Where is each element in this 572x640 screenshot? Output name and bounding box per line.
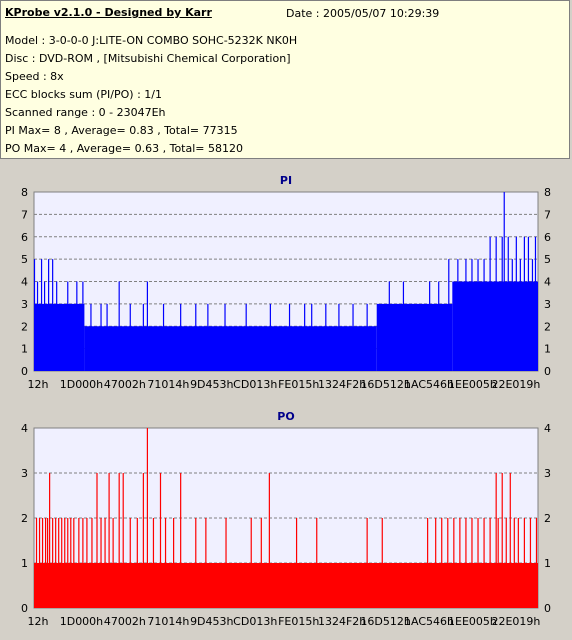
pi-y-tick-right: 3 xyxy=(544,298,551,311)
pi-chart: PI 0 0 1 1 2 2 3 3 4 4 5 5 6 6 7 7 8 8 12h 1D000h 47002h 71014… xyxy=(21,174,551,391)
po-y-tick-right: 2 xyxy=(544,512,551,525)
pi-x-tick-label: 1AC546h xyxy=(404,378,454,391)
pi-x-tick-label: 12h xyxy=(28,378,49,391)
po-summary-line: PO Max= 4 , Average= 0.63 , Total= 58120 xyxy=(5,142,243,155)
pi-y-tick-right: 8 xyxy=(544,186,551,199)
pi-chart-panel: PI 0 0 1 1 2 2 3 3 4 4 5 5 6 6 7 7 8 8 12h 1D000h 47002h 71014… xyxy=(0,164,572,394)
app-title: KProbe v2.1.0 - Designed by Karr xyxy=(5,6,212,19)
po-chart-title: PO xyxy=(277,410,294,423)
pi-x-tick-label: 47002h xyxy=(104,378,146,391)
pi-x-tick-label: CD013h xyxy=(233,378,277,391)
po-x-tick-label: FE015h xyxy=(278,615,319,628)
pi-base-bars xyxy=(452,281,538,371)
pi-y-tick-left: 0 xyxy=(21,365,28,378)
po-x-tick-label: 22E019h xyxy=(491,615,540,628)
po-chart: PO 0 0 1 1 2 2 3 3 4 4 12h 1D000h 47002h 71014h 9D453h C… xyxy=(21,410,551,628)
pi-y-tick-right: 6 xyxy=(544,231,551,244)
pi-base-bars xyxy=(34,303,85,371)
disc-line: Disc : DVD-ROM , [Mitsubishi Chemical Co… xyxy=(5,52,291,65)
pi-x-tick-label: FE015h xyxy=(278,378,319,391)
po-y-tick-left: 3 xyxy=(21,467,28,480)
pi-x-tick-label: 22E019h xyxy=(491,378,540,391)
po-x-tick-label: 71014h xyxy=(147,615,189,628)
pi-y-tick-left: 2 xyxy=(21,320,28,333)
pi-x-tick-label: 71014h xyxy=(147,378,189,391)
pi-y-tick-left: 8 xyxy=(21,186,28,199)
pi-y-tick-left: 5 xyxy=(21,253,28,266)
po-x-tick-label: 9D453h xyxy=(190,615,233,628)
pi-x-tick-label: 9D453h xyxy=(190,378,233,391)
pi-y-tick-right: 7 xyxy=(544,208,551,221)
ecc-line: ECC blocks sum (PI/PO) : 1/1 xyxy=(5,88,162,101)
pi-y-tick-left: 3 xyxy=(21,298,28,311)
po-chart-panel: PO 0 0 1 1 2 2 3 3 4 4 12h 1D000h 47002h 71014h 9D453h C… xyxy=(0,400,572,636)
pi-y-tick-left: 7 xyxy=(21,208,28,221)
pi-x-tick-label: 1324F2h xyxy=(318,378,366,391)
po-x-tick-label: 1EE005h xyxy=(448,615,497,628)
po-x-tick-label: 1AC546h xyxy=(404,615,454,628)
po-y-tick-left: 1 xyxy=(21,557,28,570)
po-y-tick-right: 4 xyxy=(544,422,551,435)
pi-y-tick-right: 1 xyxy=(544,343,551,356)
scan-date: Date : 2005/05/07 10:29:39 xyxy=(286,7,440,20)
po-x-tick-label: 12h xyxy=(28,615,49,628)
po-x-tick-label: 1324F2h xyxy=(318,615,366,628)
pi-x-tick-label: 1D000h xyxy=(60,378,103,391)
pi-y-tick-right: 5 xyxy=(544,253,551,266)
info-panel: KProbe v2.1.0 - Designed by Karr Date : … xyxy=(0,0,570,159)
po-x-tick-label: 16D512h xyxy=(360,615,410,628)
po-x-tick-label: CD013h xyxy=(233,615,277,628)
po-y-tick-left: 2 xyxy=(21,512,28,525)
pi-base-bars xyxy=(376,303,453,371)
po-y-tick-right: 1 xyxy=(544,557,551,570)
pi-base-bars xyxy=(84,326,377,371)
pi-y-tick-right: 4 xyxy=(544,276,551,289)
po-y-tick-right: 3 xyxy=(544,467,551,480)
pi-x-tick-label: 1EE005h xyxy=(448,378,497,391)
pi-y-tick-left: 4 xyxy=(21,276,28,289)
range-line: Scanned range : 0 - 23047Eh xyxy=(5,106,166,119)
model-line: Model : 3-0-0-0 J:LITE-ON COMBO SOHC-523… xyxy=(5,34,298,47)
speed-line: Speed : 8x xyxy=(5,70,64,83)
pi-chart-title: PI xyxy=(280,174,292,187)
pi-x-tick-label: 16D512h xyxy=(360,378,410,391)
po-y-tick-left: 0 xyxy=(21,602,28,615)
pi-y-tick-right: 0 xyxy=(544,365,551,378)
po-y-tick-left: 4 xyxy=(21,422,28,435)
pi-y-tick-left: 6 xyxy=(21,231,28,244)
pi-summary-line: PI Max= 8 , Average= 0.83 , Total= 77315 xyxy=(5,124,238,137)
po-x-tick-label: 47002h xyxy=(104,615,146,628)
pi-y-tick-left: 1 xyxy=(21,343,28,356)
po-x-tick-label: 1D000h xyxy=(60,615,103,628)
pi-y-tick-right: 2 xyxy=(544,320,551,333)
po-y-tick-right: 0 xyxy=(544,602,551,615)
